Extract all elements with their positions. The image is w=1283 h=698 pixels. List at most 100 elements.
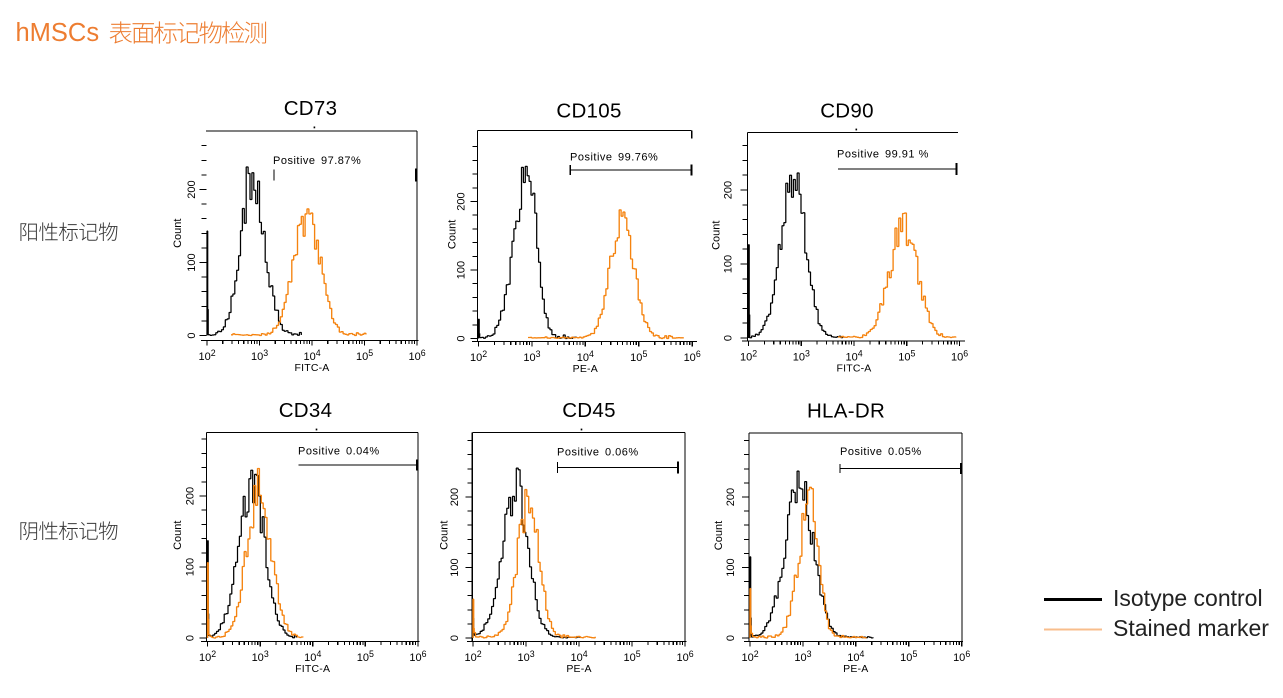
- svg-text:0: 0: [186, 332, 198, 338]
- svg-text:4: 4: [858, 349, 863, 359]
- svg-text:FITC-A: FITC-A: [294, 362, 329, 374]
- svg-text:PE-A: PE-A: [843, 663, 868, 675]
- svg-text:10: 10: [570, 652, 582, 664]
- svg-text:0.06%: 0.06%: [605, 447, 639, 459]
- svg-text:10: 10: [900, 652, 912, 664]
- svg-text:2: 2: [482, 349, 487, 359]
- svg-text:6: 6: [421, 348, 426, 358]
- svg-text:10: 10: [408, 351, 420, 363]
- svg-text:4: 4: [583, 649, 588, 659]
- svg-text:3: 3: [264, 649, 269, 659]
- svg-text:hMSCs: hMSCs: [16, 19, 100, 47]
- svg-text:5: 5: [642, 349, 647, 359]
- svg-text:10: 10: [741, 652, 753, 664]
- svg-text:3: 3: [807, 649, 812, 659]
- svg-text:200: 200: [723, 181, 735, 199]
- svg-text:99.91 %: 99.91 %: [885, 149, 929, 161]
- svg-text:CD34: CD34: [279, 399, 333, 422]
- svg-text:10: 10: [464, 652, 476, 664]
- svg-text:100: 100: [186, 253, 198, 271]
- svg-text:10: 10: [684, 352, 696, 364]
- svg-text:100: 100: [723, 255, 735, 273]
- svg-text:10: 10: [676, 652, 688, 664]
- svg-text:2: 2: [211, 348, 216, 358]
- svg-text:Stained marker: Stained marker: [1113, 615, 1269, 641]
- svg-text:CD90: CD90: [820, 100, 874, 123]
- svg-text:6: 6: [963, 349, 968, 359]
- svg-text:200: 200: [456, 192, 468, 210]
- svg-text:Positive: Positive: [557, 447, 600, 459]
- svg-text:HLA-DR: HLA-DR: [807, 400, 885, 423]
- svg-text:10: 10: [409, 652, 421, 664]
- svg-text:0: 0: [456, 335, 468, 341]
- svg-text:6: 6: [422, 649, 427, 659]
- svg-text:5: 5: [911, 349, 916, 359]
- svg-text:6: 6: [696, 349, 701, 359]
- svg-text:4: 4: [316, 348, 321, 358]
- svg-text:PE-A: PE-A: [573, 363, 598, 375]
- svg-text:Count: Count: [447, 220, 459, 249]
- svg-text:10: 10: [740, 352, 752, 364]
- svg-text:10: 10: [951, 352, 963, 364]
- svg-text:10: 10: [304, 652, 316, 664]
- svg-text:3: 3: [530, 649, 535, 659]
- svg-text:200: 200: [725, 488, 737, 506]
- svg-text:5: 5: [368, 348, 373, 358]
- svg-text:4: 4: [316, 649, 321, 659]
- svg-text:2: 2: [477, 649, 482, 659]
- svg-text:PE-A: PE-A: [566, 663, 591, 675]
- svg-text:10: 10: [953, 652, 965, 664]
- svg-text:0: 0: [185, 635, 197, 641]
- svg-text:10: 10: [303, 351, 315, 363]
- svg-text:10: 10: [251, 351, 263, 363]
- svg-text:200: 200: [449, 488, 461, 506]
- svg-text:5: 5: [369, 649, 374, 659]
- svg-text:10: 10: [198, 351, 210, 363]
- svg-text:0.04%: 0.04%: [346, 446, 380, 458]
- svg-text:Positive: Positive: [273, 155, 316, 167]
- svg-text:10: 10: [252, 652, 264, 664]
- svg-text:5: 5: [636, 649, 641, 659]
- svg-text:10: 10: [470, 352, 482, 364]
- svg-text:0: 0: [449, 635, 461, 641]
- svg-text:Count: Count: [172, 521, 184, 550]
- svg-text:4: 4: [860, 649, 865, 659]
- svg-text:200: 200: [186, 180, 198, 198]
- svg-text:Isotype control: Isotype control: [1113, 585, 1263, 611]
- svg-text:Positive: Positive: [298, 446, 341, 458]
- svg-text:CD45: CD45: [562, 399, 616, 422]
- svg-text:10: 10: [793, 352, 805, 364]
- svg-text:10: 10: [847, 652, 859, 664]
- svg-text:5: 5: [912, 649, 917, 659]
- svg-text:2: 2: [754, 649, 759, 659]
- svg-text:0: 0: [725, 635, 737, 641]
- svg-text:Count: Count: [713, 521, 725, 550]
- svg-text:CD73: CD73: [284, 97, 338, 120]
- svg-text:10: 10: [199, 652, 211, 664]
- svg-text:6: 6: [965, 649, 970, 659]
- svg-text:10: 10: [356, 351, 368, 363]
- svg-text:FITC-A: FITC-A: [295, 663, 330, 675]
- svg-text:10: 10: [357, 652, 369, 664]
- svg-text:Positive: Positive: [837, 149, 880, 161]
- svg-text:100: 100: [449, 558, 461, 576]
- svg-text:Count: Count: [172, 219, 184, 248]
- svg-text:10: 10: [523, 352, 535, 364]
- svg-text:2: 2: [211, 649, 216, 659]
- svg-text:Count: Count: [438, 521, 450, 550]
- svg-text:10: 10: [577, 352, 589, 364]
- svg-text:Positive: Positive: [840, 446, 883, 458]
- svg-text:0: 0: [723, 335, 735, 341]
- svg-text:3: 3: [263, 348, 268, 358]
- svg-text:2: 2: [752, 349, 757, 359]
- svg-text:CD105: CD105: [556, 100, 621, 123]
- svg-text:3: 3: [805, 349, 810, 359]
- svg-text:Positive: Positive: [570, 152, 613, 164]
- svg-text:100: 100: [456, 261, 468, 279]
- svg-text:FITC-A: FITC-A: [836, 363, 871, 375]
- svg-text:97.87%: 97.87%: [321, 155, 361, 167]
- svg-text:10: 10: [845, 352, 857, 364]
- svg-text:10: 10: [630, 352, 642, 364]
- svg-text:100: 100: [725, 558, 737, 576]
- svg-text:10: 10: [517, 652, 529, 664]
